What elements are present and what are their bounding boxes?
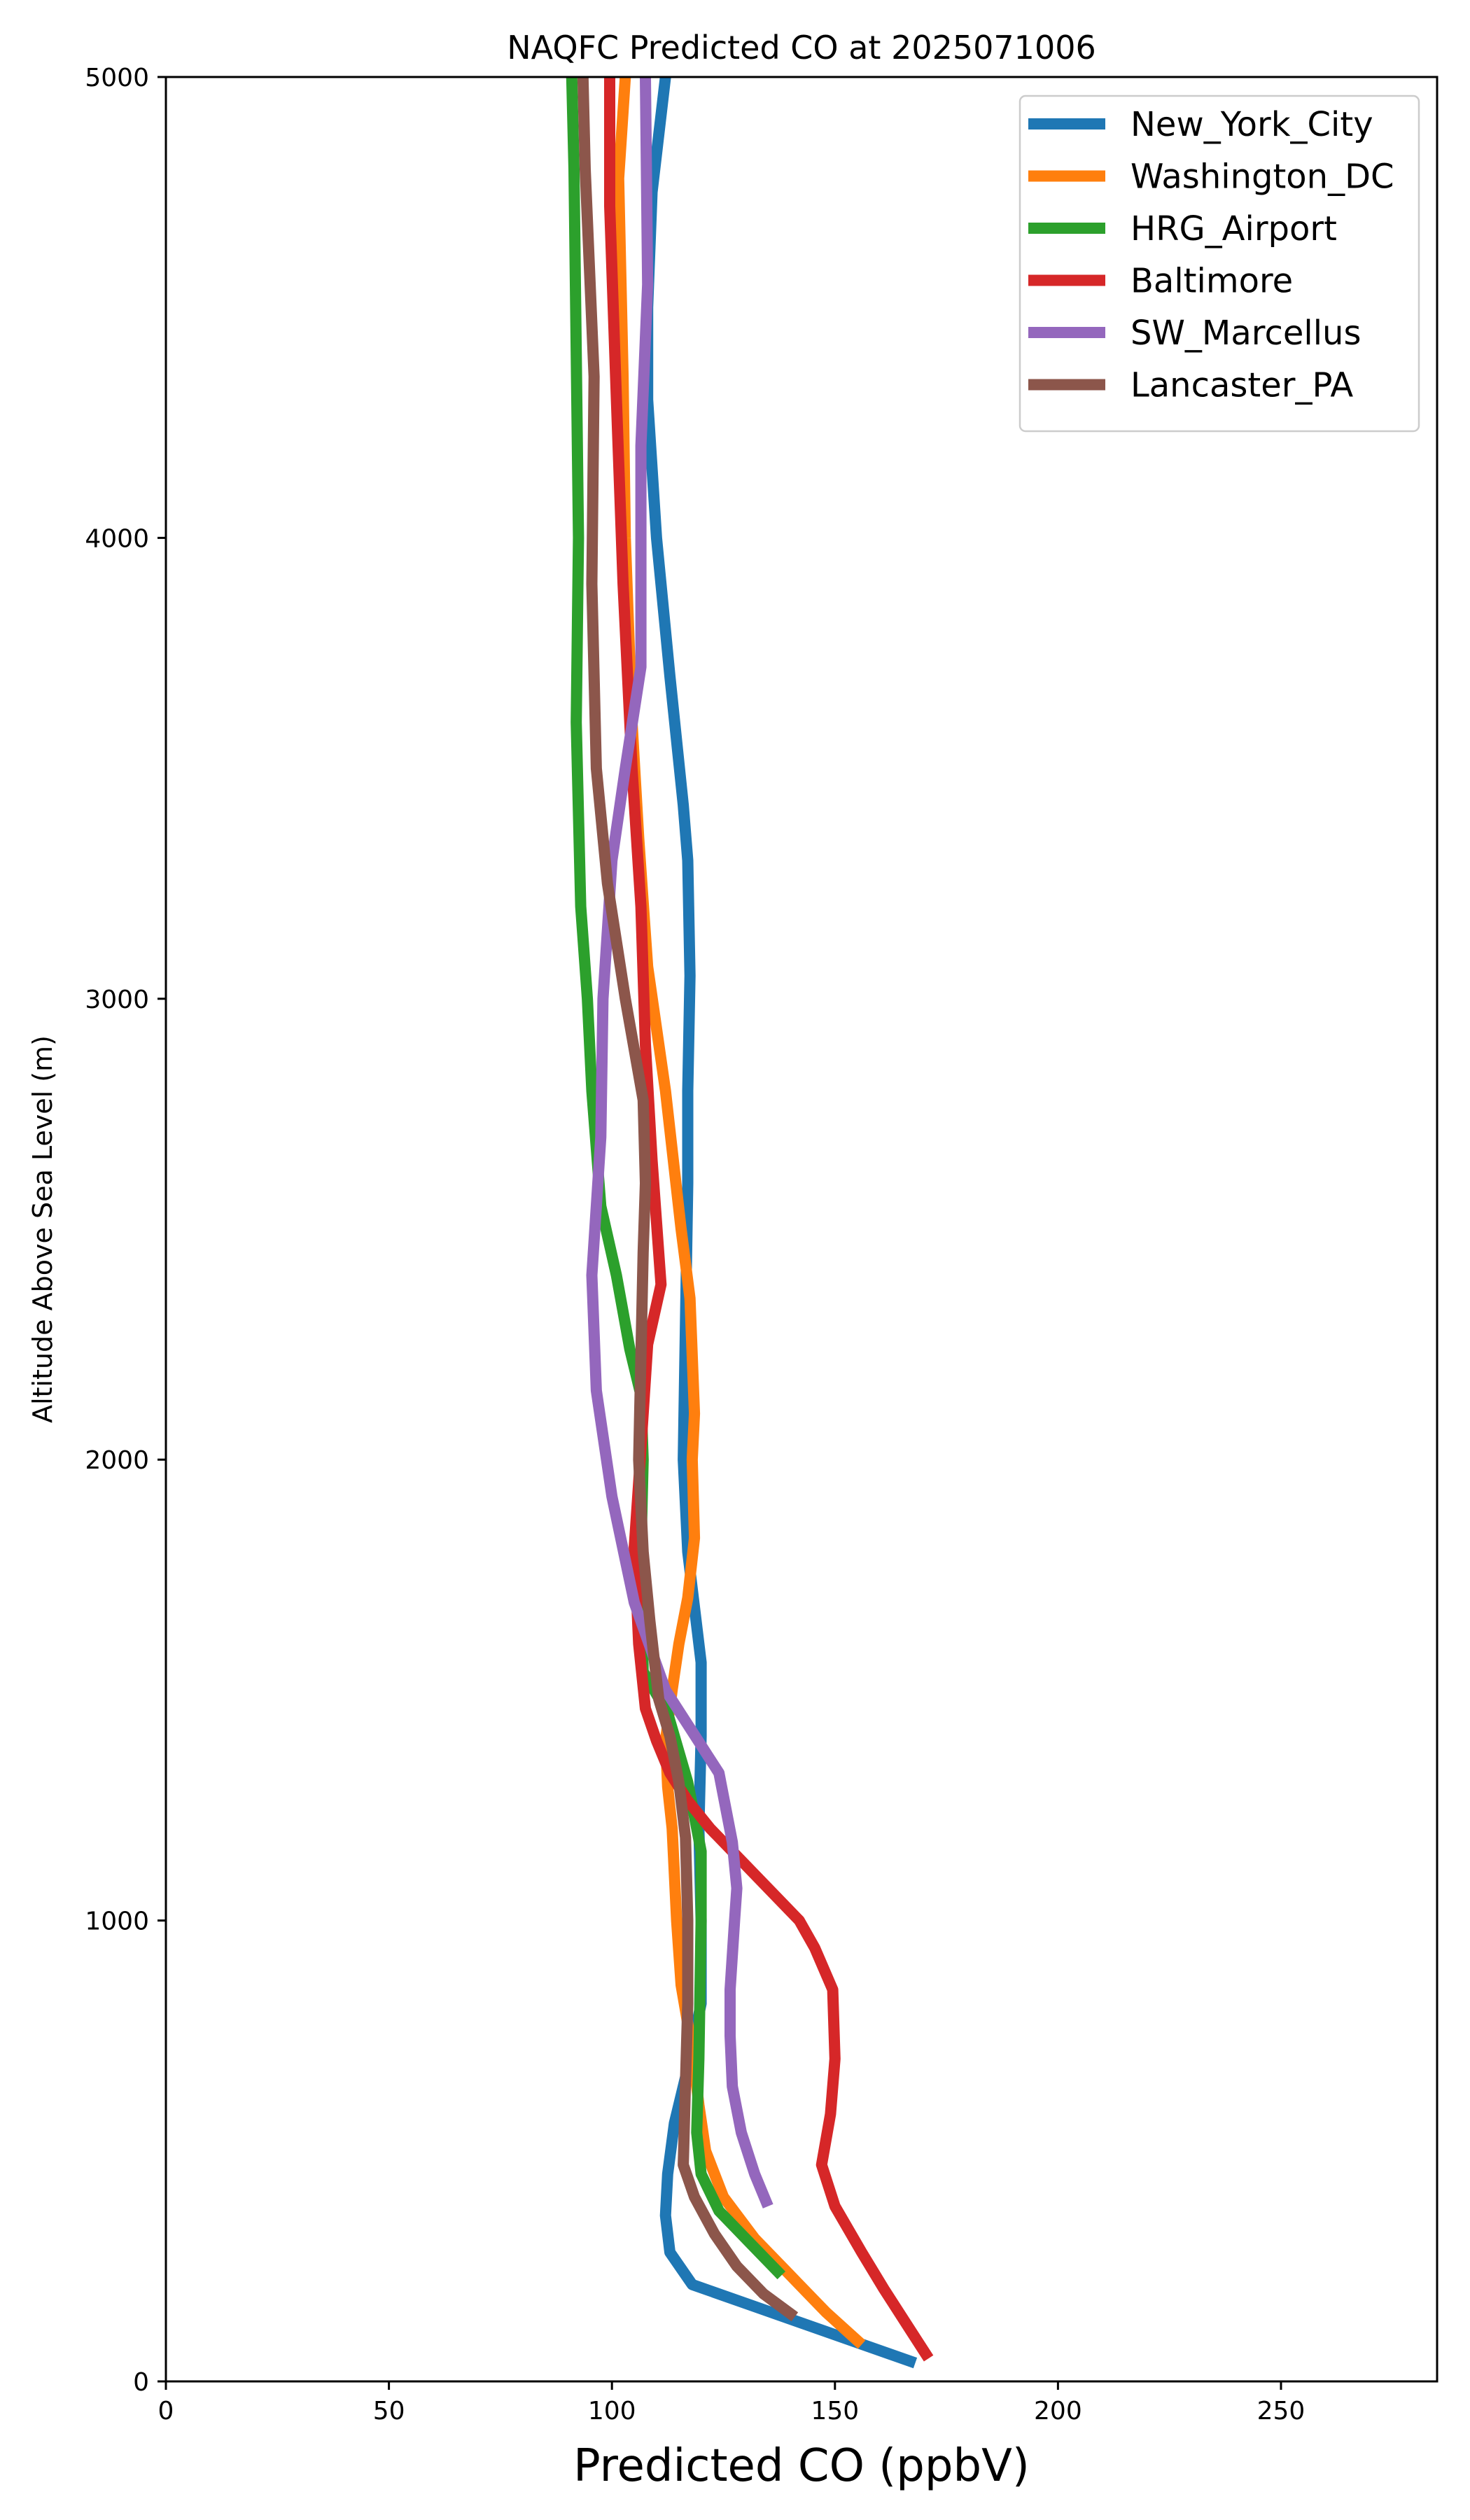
x-axis-label: Predicted CO (ppbV) xyxy=(573,2440,1030,2492)
plot-frame xyxy=(164,76,1438,2383)
x-tick-label: 150 xyxy=(811,2397,859,2426)
y-tick-label: 4000 xyxy=(85,524,149,553)
legend-label: Baltimore xyxy=(1130,262,1293,301)
legend-label: Lancaster_PA xyxy=(1130,366,1353,405)
series-line-baltimore xyxy=(604,77,934,2362)
x-tick-label: 200 xyxy=(1034,2397,1082,2426)
y-tick-label: 2000 xyxy=(85,1446,149,1475)
x-tick-label: 50 xyxy=(373,2397,405,2426)
y-axis-ticks: 0 1000 2000 3000 4000 5000 xyxy=(85,64,166,2397)
y-tick-label: 0 xyxy=(133,2368,149,2397)
x-axis-ticks: 0 50 100 150 200 250 xyxy=(158,2381,1306,2426)
legend: New_York_City Washington_DC HRG_Airport Bal… xyxy=(1018,94,1420,433)
x-tick-label: 100 xyxy=(588,2397,636,2426)
y-axis-label: Altitude Above Sea Level (m) xyxy=(27,1035,58,1423)
y-tick-label: 1000 xyxy=(85,1907,149,1936)
series-layer xyxy=(566,77,934,2369)
y-tick-label: 3000 xyxy=(85,986,149,1014)
legend-label: Washington_DC xyxy=(1130,158,1394,197)
legend-label: HRG_Airport xyxy=(1130,209,1337,248)
series-line-sw-marcellus xyxy=(586,77,774,2208)
series-line-lancaster-pa xyxy=(577,77,799,2322)
x-tick-label: 0 xyxy=(158,2397,174,2426)
series-line-new-york-city xyxy=(642,77,918,2369)
x-tick-label: 250 xyxy=(1257,2397,1306,2426)
y-tick-label: 5000 xyxy=(85,64,149,92)
chart-title: NAQFC Predicted CO at 2025071006 xyxy=(507,29,1096,66)
legend-box xyxy=(1018,94,1420,433)
legend-label: New_York_City xyxy=(1130,105,1373,144)
legend-label: SW_Marcellus xyxy=(1130,314,1361,353)
